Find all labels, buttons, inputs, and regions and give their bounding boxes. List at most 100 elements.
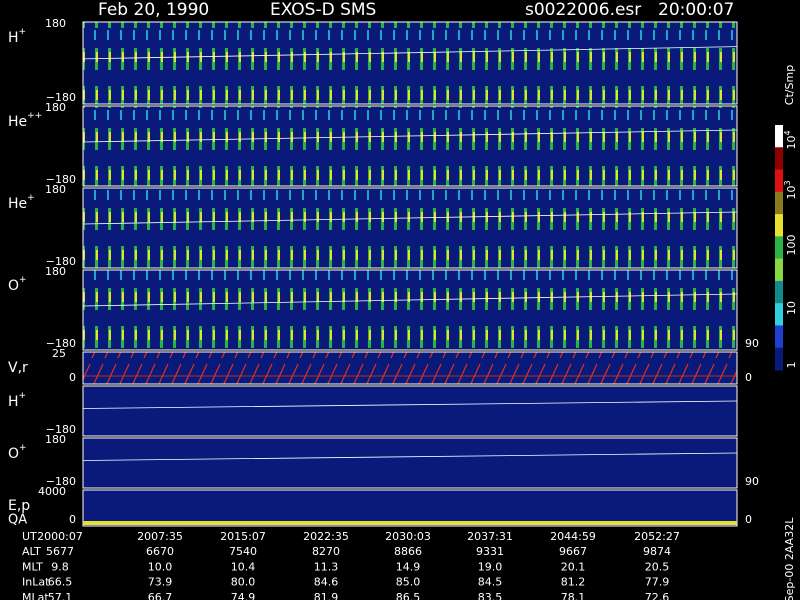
cell: 2030:03	[385, 530, 431, 543]
trace	[82, 211, 738, 225]
panel-label-sup: +	[19, 443, 27, 453]
cell: 9667	[559, 545, 587, 558]
cell: 57.1	[48, 591, 73, 600]
cell: 20.5	[645, 560, 670, 573]
colorbar-cell	[775, 325, 783, 349]
cell: 11.3	[314, 560, 339, 573]
cell: 2052:27	[634, 530, 680, 543]
cell: 9874	[643, 545, 671, 558]
panel-label: He++	[8, 111, 42, 131]
trace	[82, 46, 738, 60]
y-right: 0	[745, 513, 752, 526]
cell: 2044:59	[550, 530, 596, 543]
y-bottom: −180	[46, 423, 76, 436]
cell: 78.1	[561, 591, 586, 600]
cell: 14.9	[396, 560, 421, 573]
panel	[82, 269, 738, 351]
cell: 84.5	[478, 576, 503, 589]
panel-label-text: V,r	[8, 360, 28, 376]
y-top: 180	[45, 265, 66, 278]
colorbar-cell	[775, 236, 783, 260]
cell: 2015:07	[220, 530, 266, 543]
colorbar-cell	[775, 258, 783, 282]
colorbar-cell	[775, 280, 783, 304]
colorbar-exp: 4	[783, 130, 792, 135]
row-label: UT	[22, 530, 37, 543]
cell: 6670	[146, 545, 174, 558]
side-note: Sep-00 2AA32L	[783, 517, 796, 600]
cell: 72.6	[645, 591, 670, 600]
date: Feb 20, 1990	[98, 0, 209, 20]
panel-label-text: E,p	[8, 498, 30, 514]
colorbar-base: 10	[785, 136, 798, 150]
cell: 10.4	[231, 560, 256, 573]
panel	[82, 489, 738, 527]
trace	[82, 452, 738, 461]
time: 20:00:07	[658, 0, 734, 20]
cell: 74.9	[231, 591, 256, 600]
cell: 86.5	[396, 591, 421, 600]
row-label: ALT	[22, 545, 41, 558]
panel-label-text: H	[8, 394, 19, 410]
y-right: 90	[745, 475, 759, 488]
colorbar-cell	[775, 214, 783, 237]
panel-label-sup: +	[19, 27, 27, 37]
colorbar-cell	[775, 347, 783, 371]
cell: 73.9	[148, 576, 173, 589]
cell: 81.9	[314, 591, 339, 600]
y-top: 180	[45, 183, 66, 196]
colorbar-label: 103	[783, 180, 799, 199]
cell: 83.5	[478, 591, 503, 600]
y-bottom: −180	[46, 475, 76, 488]
y-bottom: −180	[46, 91, 76, 104]
panel-label-text: O	[8, 278, 19, 294]
y-top: 4000	[38, 485, 66, 498]
instrument: EXOS-D SMS	[270, 0, 376, 20]
panel-label-text: H	[8, 30, 19, 46]
panel-label-2: QA	[8, 513, 27, 528]
colorbar-unit: Ct/Smp	[783, 65, 796, 105]
colorbar-exp: 3	[783, 180, 792, 185]
y-right: 90	[745, 337, 759, 350]
trace	[82, 129, 738, 143]
colorbar-label: 10	[785, 301, 798, 315]
panel	[82, 437, 738, 489]
cell: 9.8	[51, 560, 69, 573]
colorbar-base: 100	[785, 235, 798, 256]
cell: 66.7	[148, 591, 173, 600]
y-bottom: 0	[69, 513, 76, 526]
y-top: 25	[52, 347, 66, 360]
colorbar-cell	[775, 303, 783, 326]
panel-label: V,r	[8, 360, 28, 376]
colorbar-base: 1	[785, 362, 798, 369]
panel-label: E,p	[8, 498, 30, 514]
trace	[82, 293, 738, 307]
row-label: InLat	[22, 576, 50, 589]
colorbar-label: 104	[783, 130, 799, 149]
qa-strip	[83, 521, 737, 525]
panel-label: O+	[8, 443, 27, 463]
panel-label-sup: ++	[27, 111, 42, 121]
y-top: 180	[45, 433, 66, 446]
panel-label-sup: +	[19, 391, 27, 401]
cell: 2037:31	[467, 530, 513, 543]
panel	[82, 351, 738, 385]
colorbar	[775, 125, 783, 371]
panel-label-text: He	[8, 196, 27, 212]
panel-label: He+	[8, 193, 35, 213]
cell: 85.0	[396, 576, 421, 589]
cell: 19.0	[478, 560, 503, 573]
row-label: MLT	[22, 560, 43, 573]
colorbar-cell	[775, 125, 783, 148]
cell: 8270	[312, 545, 340, 558]
cell: 8866	[394, 545, 422, 558]
panel	[82, 105, 738, 187]
colorbar-label: 1	[785, 362, 798, 369]
y-right: 0	[745, 371, 752, 384]
colorbar-label: 100	[785, 235, 798, 256]
panel	[82, 21, 738, 105]
cell: 10.0	[148, 560, 173, 573]
colorbar-cell	[775, 169, 783, 193]
y-top: 180	[45, 17, 66, 30]
